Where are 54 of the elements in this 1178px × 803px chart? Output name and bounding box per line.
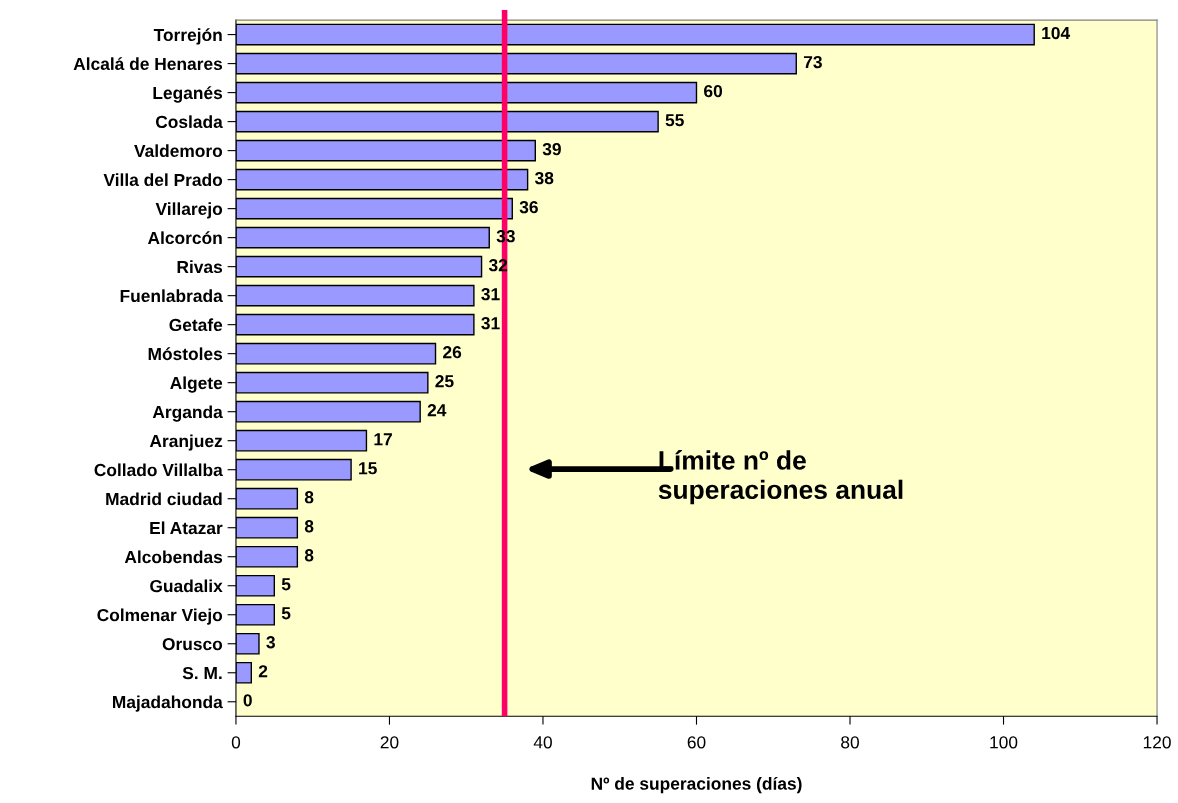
y-tick-label: Arganda bbox=[152, 405, 223, 422]
y-tick-label: Guadalix bbox=[150, 579, 223, 593]
data-label: 3 bbox=[266, 636, 275, 649]
x-tick-label: 40 bbox=[533, 736, 552, 749]
data-label: 36 bbox=[519, 201, 538, 214]
y-tick-label: Alcobendas bbox=[124, 550, 223, 564]
data-label: 25 bbox=[435, 375, 454, 388]
y-tick-label: Colmenar Viejo bbox=[97, 608, 223, 625]
y-tick-label: Majadahonda bbox=[113, 695, 223, 712]
y-tick-label: Alcalá de Henares bbox=[73, 57, 223, 71]
data-label: 15 bbox=[359, 462, 377, 475]
x-tick-label: 80 bbox=[841, 736, 859, 749]
y-tick-label: Orusco bbox=[162, 637, 223, 651]
y-tick-label: Collado Villalba bbox=[94, 463, 223, 477]
y-tick-label: Algete bbox=[170, 376, 223, 393]
x-tick-label: 60 bbox=[687, 736, 706, 749]
data-label: 31 bbox=[481, 317, 500, 330]
data-label: 24 bbox=[427, 404, 447, 417]
y-tick-label: Fuenlabrada bbox=[120, 289, 223, 303]
data-label: 31 bbox=[481, 288, 500, 301]
data-label: 8 bbox=[304, 491, 314, 504]
x-axis-title: Nº de superaciones (días) bbox=[591, 776, 802, 794]
data-label: 5 bbox=[281, 607, 291, 620]
y-tick-label: Rivas bbox=[177, 260, 223, 274]
y-tick-label: Villa del Prado bbox=[103, 173, 223, 187]
data-label: 104 bbox=[1042, 26, 1071, 40]
y-tick-label: Madrid ciudad bbox=[106, 492, 222, 506]
y-tick-label: Torrejón bbox=[153, 28, 222, 45]
data-label: 60 bbox=[704, 84, 723, 98]
y-tick-label: Móstoles bbox=[148, 347, 223, 361]
data-label: 38 bbox=[534, 171, 554, 185]
x-tick-label: 20 bbox=[380, 736, 399, 749]
data-label: 5 bbox=[281, 578, 291, 591]
data-label: 0 bbox=[243, 694, 252, 707]
data-label: 73 bbox=[803, 55, 822, 69]
data-label: 39 bbox=[542, 142, 561, 156]
y-tick-label: Alcorcón bbox=[147, 231, 222, 245]
y-tick-label: Coslada bbox=[155, 115, 223, 129]
data-label: 26 bbox=[443, 346, 462, 359]
y-tick-label: Villarejo bbox=[155, 202, 223, 219]
x-tick-label: 0 bbox=[231, 736, 241, 749]
data-label: 17 bbox=[374, 433, 392, 446]
x-tick-label: 120 bbox=[1143, 736, 1171, 749]
y-tick-label: Getafe bbox=[169, 318, 223, 332]
y-tick-label: S. M. bbox=[182, 666, 222, 680]
data-label: 55 bbox=[665, 114, 684, 127]
data-label: 2 bbox=[258, 665, 268, 678]
x-tick-label: 100 bbox=[990, 736, 1018, 749]
data-label: 8 bbox=[304, 520, 314, 533]
y-tick-label: Leganés bbox=[153, 86, 223, 103]
y-tick-label: Aranjuez bbox=[149, 434, 223, 451]
data-label: 8 bbox=[304, 549, 314, 562]
y-tick-label: El Atazar bbox=[150, 521, 223, 535]
y-tick-label: Valdemoro bbox=[134, 144, 223, 158]
